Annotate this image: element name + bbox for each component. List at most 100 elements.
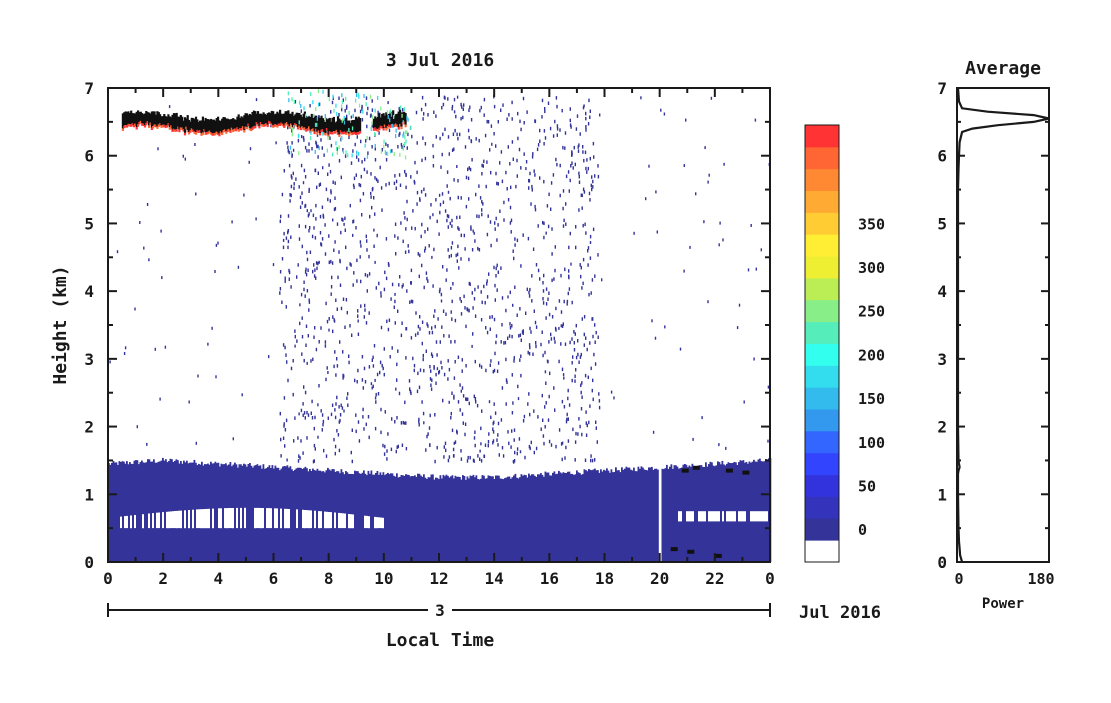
noise-dot (428, 426, 431, 430)
noise-dot (457, 244, 459, 249)
cloud-layer-edge (182, 129, 185, 132)
noise-dot (446, 214, 449, 218)
noise-dot (412, 356, 414, 361)
noise-dot (394, 420, 396, 424)
cloud-layer-edge (181, 127, 184, 130)
cloud-layer-core (193, 119, 196, 132)
noise-dot (586, 158, 588, 162)
noise-dot (461, 358, 463, 362)
noise-dot (345, 245, 347, 250)
noise-dot (372, 364, 375, 368)
boundary-layer-column (664, 468, 667, 562)
noise-dot (516, 451, 518, 456)
noise-dot (386, 449, 388, 453)
noise-dot (575, 431, 577, 436)
cloud-layer-core (172, 113, 175, 129)
cloud-layer-core (252, 110, 255, 127)
noise-dot (424, 230, 426, 234)
noise-dot (429, 413, 431, 418)
boundary-layer-column (672, 468, 674, 562)
boundary-layer-column (411, 476, 413, 562)
cloud-layer-core (288, 113, 291, 127)
x-tick-label: 22 (705, 569, 724, 588)
boundary-layer-column (456, 476, 458, 562)
noise-dot (390, 297, 392, 301)
noise-dot (399, 183, 402, 187)
noise-dot (317, 155, 319, 159)
noise-dot (553, 336, 555, 341)
noise-dot (513, 459, 516, 463)
boundary-layer-column (465, 479, 467, 562)
clear-gap (268, 508, 270, 529)
noise-dot (483, 97, 486, 102)
noise-dot (288, 277, 290, 281)
noise-dot (581, 286, 583, 290)
noise-dot (562, 206, 564, 211)
cloud-streak (362, 109, 364, 114)
boundary-layer-column (561, 473, 563, 562)
noise-dot (578, 417, 580, 421)
cloud-layer-core (321, 118, 324, 130)
cloud-layer-core (134, 113, 137, 124)
noise-dot (290, 193, 292, 198)
noise-dot (467, 176, 470, 181)
boundary-layer-column (112, 460, 115, 562)
clear-gap (378, 517, 380, 529)
clear-gap (714, 511, 716, 522)
noise-dot (356, 258, 358, 263)
clear-gap (258, 507, 260, 529)
noise-dot (317, 403, 319, 407)
noise-dot (324, 223, 326, 227)
cloud-layer-edge (258, 125, 261, 129)
noise-dot (357, 420, 360, 424)
noise-dot (365, 234, 367, 239)
noise-dot (471, 248, 474, 252)
noise-dot (525, 160, 528, 164)
cloud-layer-core (403, 111, 406, 122)
noise-dot (467, 455, 469, 460)
noise-dot (333, 248, 335, 252)
noise-dot (361, 213, 363, 217)
noise-dot (493, 265, 495, 270)
noise-dot (471, 344, 473, 348)
noise-dot (311, 147, 313, 151)
noise-dot (395, 449, 397, 454)
noise-dot (451, 218, 453, 223)
noise-dot (725, 446, 727, 450)
cloud-layer-core (265, 114, 268, 124)
noise-dot (296, 275, 298, 279)
cloud-layer-core (150, 111, 153, 128)
noise-dot (307, 268, 309, 272)
cloud-layer-core (167, 114, 170, 124)
noise-dot (280, 454, 282, 458)
noise-dot (440, 165, 442, 169)
noise-dot (503, 200, 505, 205)
boundary-layer-column (393, 475, 395, 562)
clear-gap (334, 512, 336, 529)
cloud-layer-edge (349, 131, 352, 134)
heatmap-data (108, 89, 772, 562)
cloud-layer-core (359, 118, 362, 131)
noise-dot (594, 458, 596, 462)
colorbar-tick-label: 350 (858, 215, 885, 233)
clear-gap (256, 507, 258, 529)
boundary-layer-column (655, 468, 658, 562)
noise-dot (372, 384, 374, 389)
noise-dot (360, 279, 362, 284)
clear-gap (740, 511, 742, 522)
average-y-tick-label: 1 (937, 485, 947, 504)
cloud-layer-core (262, 112, 265, 125)
noise-dot (525, 311, 527, 315)
noise-dot (469, 167, 472, 172)
boundary-layer-column (745, 462, 748, 562)
cloud-layer-edge (201, 132, 204, 135)
noise-dot (501, 179, 504, 184)
noise-dot (547, 297, 549, 301)
noise-dot (398, 106, 400, 111)
noise-dot (481, 212, 483, 217)
noise-dot (545, 287, 548, 291)
noise-dot (564, 131, 567, 135)
noise-dot (563, 376, 565, 380)
noise-dot (312, 213, 315, 218)
clear-gap (124, 516, 126, 529)
